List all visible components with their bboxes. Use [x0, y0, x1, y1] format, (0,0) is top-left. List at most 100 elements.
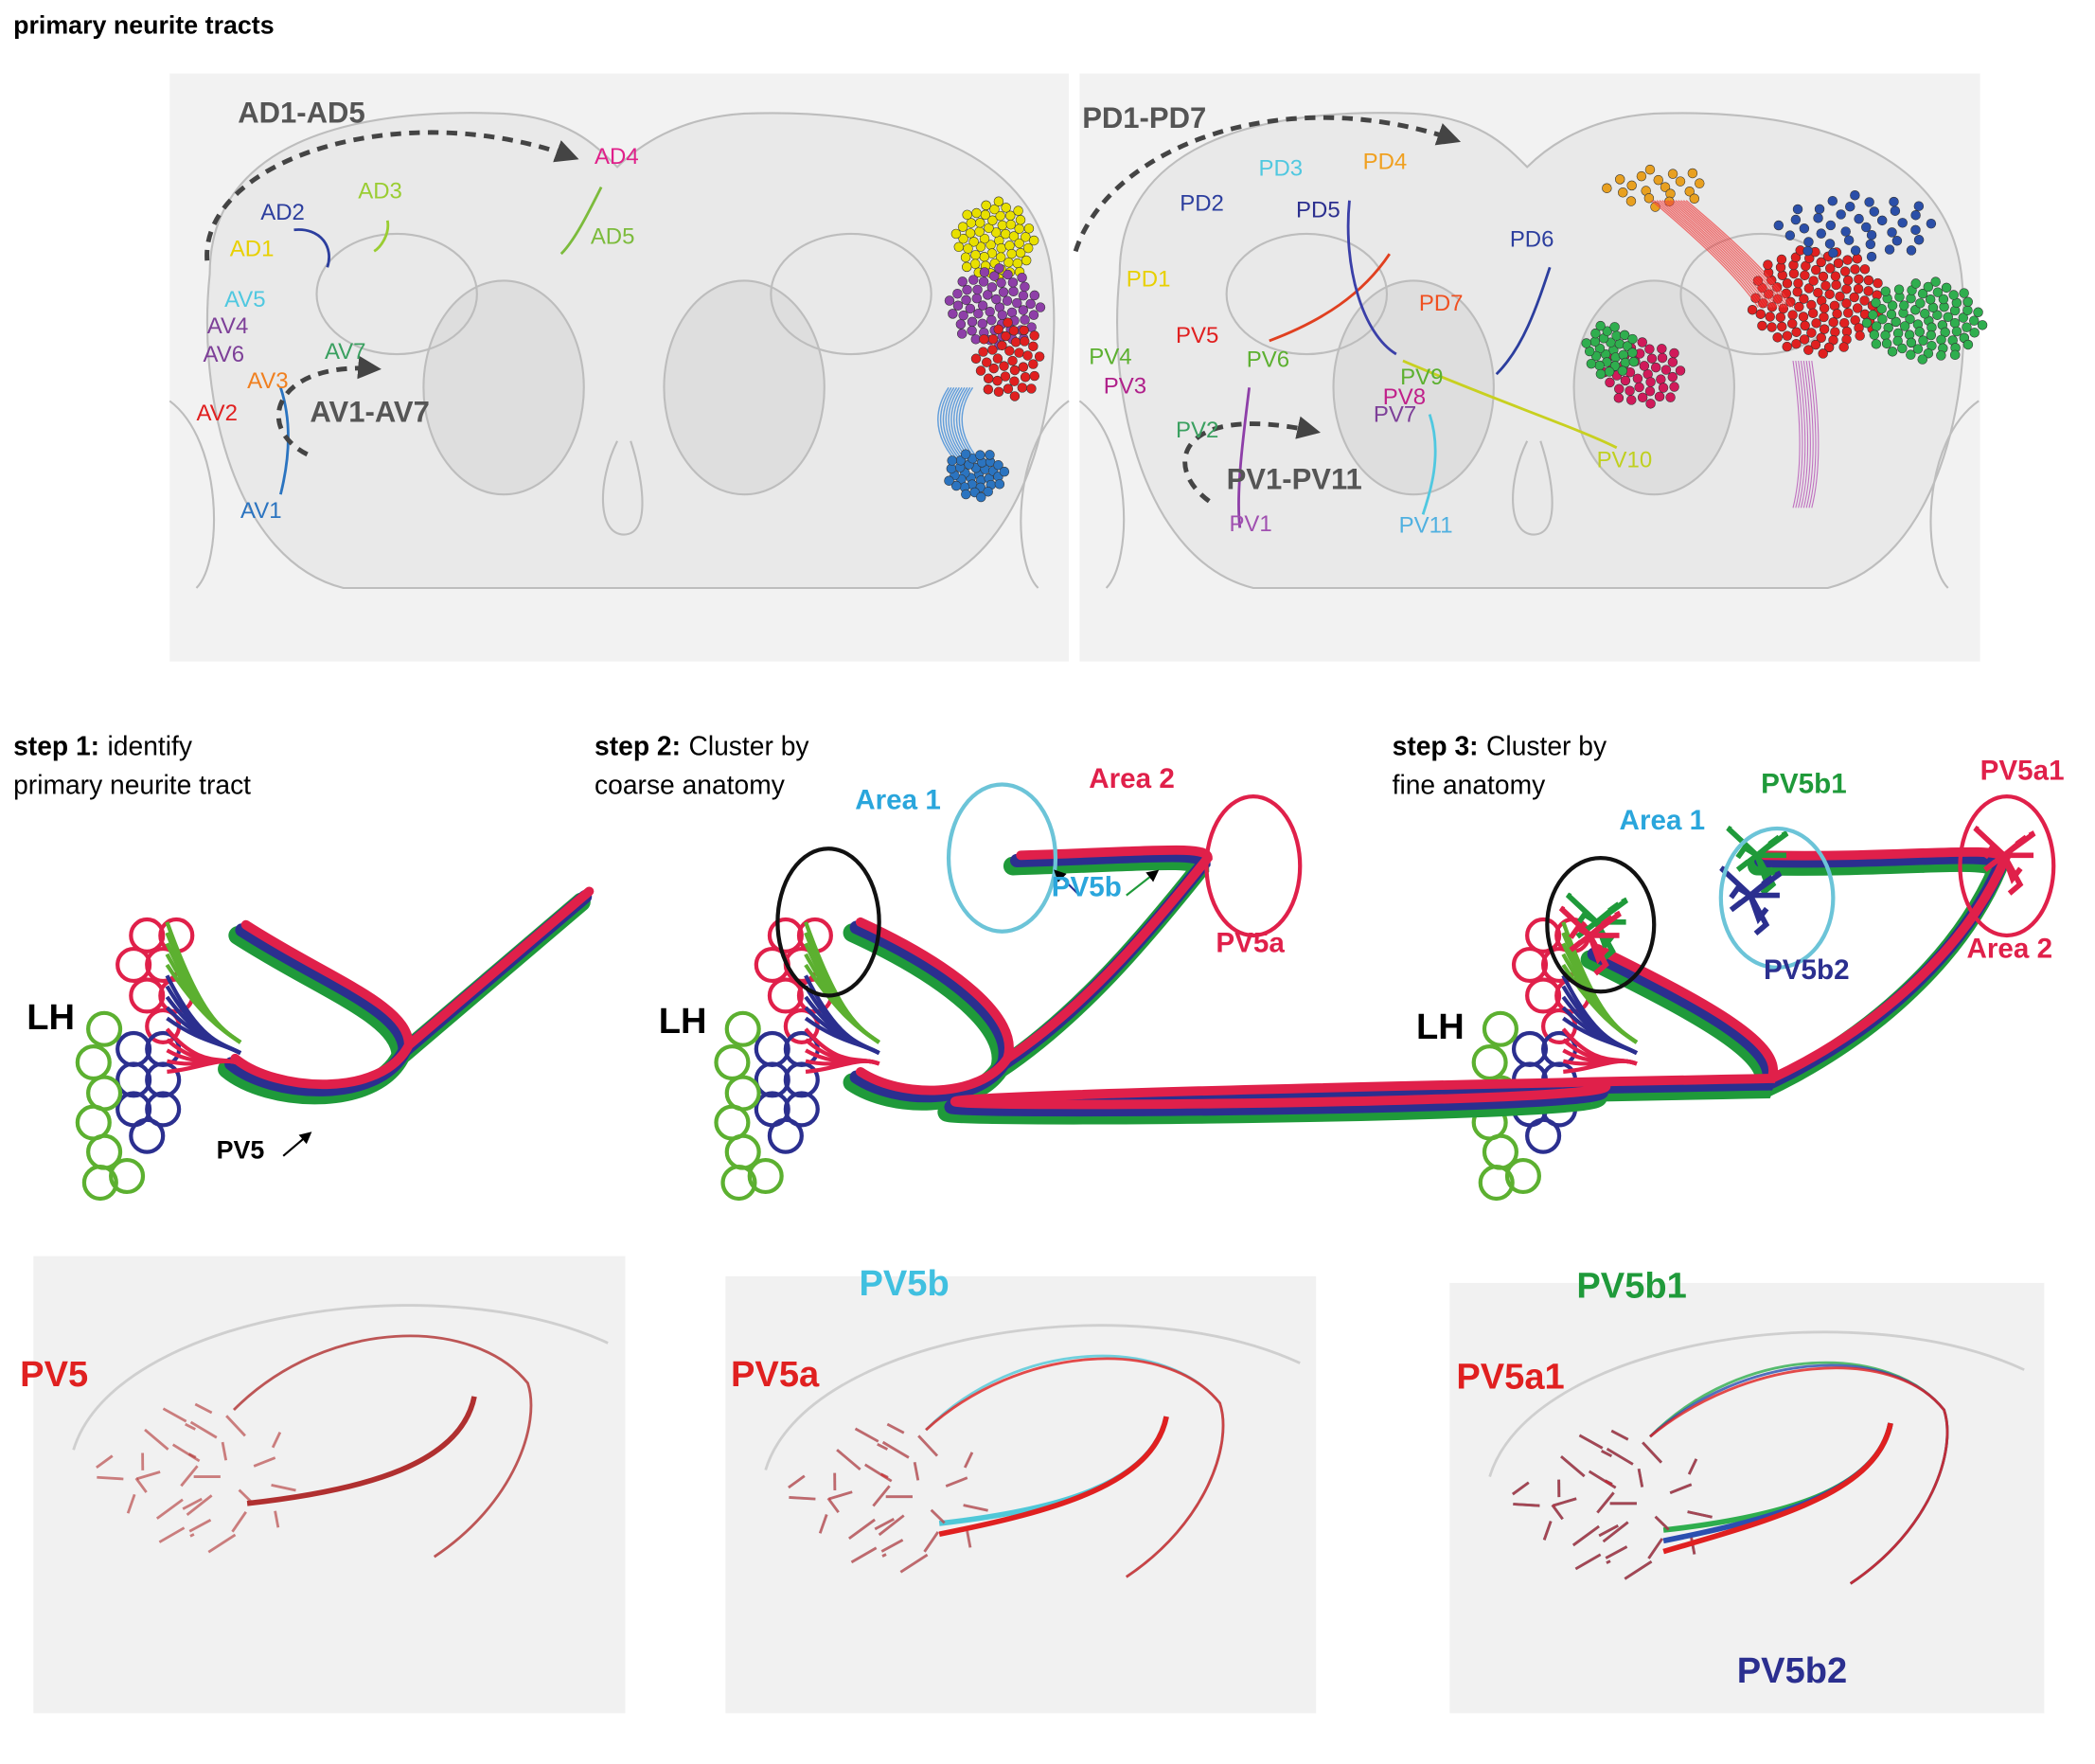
arbor: [231, 1510, 247, 1533]
label: PV6: [1247, 347, 1289, 372]
fiber: [1675, 200, 1784, 309]
soma: [1022, 350, 1033, 361]
soma: [1906, 349, 1916, 360]
arbor: [1687, 1458, 1698, 1475]
arbor: [917, 1434, 939, 1457]
soma: [1589, 336, 1601, 347]
fiber: [1792, 360, 1801, 508]
arbor: [1588, 915, 1614, 938]
brain-lobe: [1225, 232, 1389, 356]
lh-soma: [714, 1043, 751, 1081]
brain-outline: [1078, 112, 1980, 590]
soma: [1833, 258, 1844, 269]
soma: [979, 252, 989, 262]
arbor: [182, 1497, 203, 1510]
tract: [1421, 414, 1437, 515]
label: AD2: [260, 200, 305, 225]
soma: [952, 300, 964, 311]
render-panel-3: [1449, 1282, 2045, 1714]
label: AD1-AD5: [238, 97, 364, 130]
soma: [1784, 230, 1796, 241]
soma: [1602, 326, 1613, 336]
soma: [1969, 328, 1980, 338]
label: PV5b: [859, 1264, 949, 1304]
lh-soma: [724, 1075, 761, 1112]
arbor: [1598, 1524, 1619, 1538]
lh-soma: [1511, 1030, 1549, 1067]
soma: [1813, 213, 1823, 223]
soma: [1009, 391, 1021, 401]
soma: [1800, 320, 1810, 331]
soma: [1644, 164, 1656, 175]
soma: [1020, 336, 1030, 347]
soma: [1825, 263, 1836, 274]
soma: [987, 345, 998, 355]
soma: [1876, 215, 1888, 226]
neurite: [1662, 1422, 1893, 1555]
soma: [1813, 287, 1823, 298]
soma: [1763, 259, 1773, 270]
pointer: [282, 1131, 312, 1157]
soma: [987, 215, 998, 225]
soma: [1906, 293, 1916, 304]
label: LH: [659, 1002, 707, 1042]
soma: [1013, 205, 1023, 216]
label: PV5a: [731, 1355, 820, 1395]
soma: [1873, 277, 1883, 289]
arbor: [253, 1456, 276, 1468]
soma: [1001, 228, 1011, 240]
soma: [1849, 292, 1859, 303]
arbor: [1574, 1553, 1602, 1571]
soma: [1959, 288, 1969, 298]
soma: [958, 233, 968, 244]
soma: [1689, 193, 1700, 204]
soma: [1669, 347, 1679, 359]
soma: [953, 241, 965, 253]
soma: [1009, 365, 1021, 376]
soma: [1014, 347, 1024, 358]
arbor: [1596, 1491, 1615, 1514]
neurite: [925, 1357, 1225, 1578]
soma: [1840, 226, 1851, 237]
arbor: [1578, 1434, 1604, 1450]
arbor: [221, 1441, 228, 1461]
lh-soma: [129, 917, 166, 954]
area-outline: [1958, 794, 2056, 938]
soma: [1816, 257, 1826, 268]
soma: [1644, 385, 1656, 397]
soma: [1791, 327, 1802, 337]
soma: [1003, 257, 1014, 268]
fiber: [1678, 200, 1786, 309]
soma: [993, 386, 1004, 398]
soma: [1859, 264, 1871, 275]
soma: [1869, 330, 1880, 340]
soma: [1828, 317, 1838, 328]
label: primary neurite tracts: [13, 10, 275, 39]
primary-tract: [849, 848, 1211, 1103]
soma: [1019, 325, 1029, 336]
soma: [975, 241, 986, 252]
soma: [1917, 354, 1927, 365]
step-heading: step 1: identify: [13, 731, 193, 761]
soma: [1782, 278, 1793, 289]
tract: [293, 228, 330, 268]
lh-soma: [81, 1165, 118, 1202]
group-arrow: [1182, 416, 1322, 504]
area-outline: [1718, 826, 1836, 970]
arbor: [136, 1470, 161, 1481]
arbor: [966, 1530, 972, 1548]
arbor: [881, 1440, 910, 1459]
soma: [1868, 310, 1878, 320]
soma: [1595, 320, 1606, 331]
soma: [967, 316, 978, 328]
lh-soma: [145, 1061, 182, 1098]
brain-lobe: [422, 279, 585, 496]
soma: [1838, 342, 1849, 352]
soma: [1000, 371, 1011, 382]
arbor: [913, 1461, 920, 1481]
tract: [373, 220, 390, 253]
label: PV7: [1374, 401, 1416, 427]
soma: [1747, 305, 1758, 315]
soma: [1015, 247, 1026, 258]
